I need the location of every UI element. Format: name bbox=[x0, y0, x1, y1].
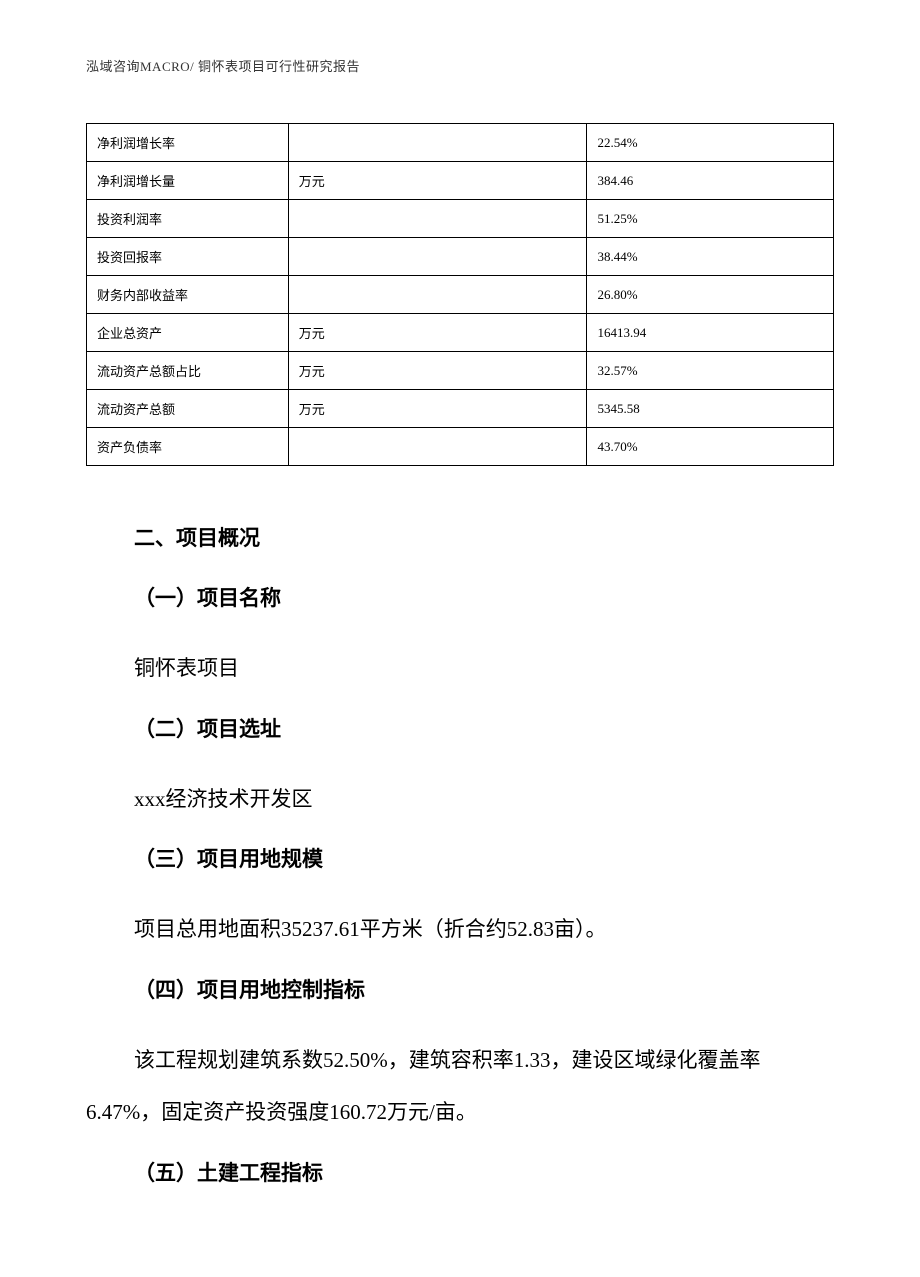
cell-value: 16413.94 bbox=[587, 314, 834, 352]
cell-value: 22.54% bbox=[587, 124, 834, 162]
table-row: 投资利润率 51.25% bbox=[87, 200, 834, 238]
table-row: 净利润增长率 22.54% bbox=[87, 124, 834, 162]
cell-label: 净利润增长率 bbox=[87, 124, 289, 162]
cell-unit bbox=[288, 238, 587, 276]
document-content: 二、项目概况 （一）项目名称 铜怀表项目 （二）项目选址 xxx经济技术开发区 … bbox=[86, 522, 834, 1187]
table-row: 资产负债率 43.70% bbox=[87, 428, 834, 466]
section-title: 二、项目概况 bbox=[134, 522, 834, 552]
table-row: 流动资产总额占比 万元 32.57% bbox=[87, 352, 834, 390]
subsection-title-2: （二）项目选址 bbox=[134, 713, 834, 743]
header-text: 泓域咨询MACRO/ 铜怀表项目可行性研究报告 bbox=[86, 59, 360, 74]
document-page: 泓域咨询MACRO/ 铜怀表项目可行性研究报告 净利润增长率 22.54% 净利… bbox=[0, 0, 920, 1277]
cell-unit: 万元 bbox=[288, 314, 587, 352]
cell-unit bbox=[288, 428, 587, 466]
cell-value: 32.57% bbox=[587, 352, 834, 390]
cell-unit: 万元 bbox=[288, 352, 587, 390]
subsection-title-5: （五）土建工程指标 bbox=[134, 1157, 834, 1187]
cell-unit bbox=[288, 124, 587, 162]
subsection-title-1: （一）项目名称 bbox=[134, 582, 834, 612]
cell-value: 51.25% bbox=[587, 200, 834, 238]
cell-label: 投资回报率 bbox=[87, 238, 289, 276]
cell-label: 投资利润率 bbox=[87, 200, 289, 238]
table-row: 投资回报率 38.44% bbox=[87, 238, 834, 276]
cell-unit: 万元 bbox=[288, 162, 587, 200]
cell-value: 43.70% bbox=[587, 428, 834, 466]
table-row: 流动资产总额 万元 5345.58 bbox=[87, 390, 834, 428]
subsection-title-3: （三）项目用地规模 bbox=[134, 843, 834, 873]
cell-label: 净利润增长量 bbox=[87, 162, 289, 200]
table-row: 企业总资产 万元 16413.94 bbox=[87, 314, 834, 352]
body-text-1: 铜怀表项目 bbox=[134, 642, 834, 695]
table-row: 净利润增长量 万元 384.46 bbox=[87, 162, 834, 200]
cell-unit: 万元 bbox=[288, 390, 587, 428]
cell-label: 流动资产总额 bbox=[87, 390, 289, 428]
cell-value: 38.44% bbox=[587, 238, 834, 276]
body-text-2: xxx经济技术开发区 bbox=[134, 773, 834, 826]
cell-value: 5345.58 bbox=[587, 390, 834, 428]
cell-value: 26.80% bbox=[587, 276, 834, 314]
cell-label: 流动资产总额占比 bbox=[87, 352, 289, 390]
table-row: 财务内部收益率 26.80% bbox=[87, 276, 834, 314]
table-body: 净利润增长率 22.54% 净利润增长量 万元 384.46 投资利润率 51.… bbox=[87, 124, 834, 466]
cell-unit bbox=[288, 276, 587, 314]
financial-table: 净利润增长率 22.54% 净利润增长量 万元 384.46 投资利润率 51.… bbox=[86, 123, 834, 466]
cell-label: 企业总资产 bbox=[87, 314, 289, 352]
page-header: 泓域咨询MACRO/ 铜怀表项目可行性研究报告 bbox=[86, 56, 834, 75]
cell-label: 资产负债率 bbox=[87, 428, 289, 466]
subsection-title-4: （四）项目用地控制指标 bbox=[134, 974, 834, 1004]
cell-value: 384.46 bbox=[587, 162, 834, 200]
cell-unit bbox=[288, 200, 587, 238]
body-text-4: 该工程规划建筑系数52.50%，建筑容积率1.33，建设区域绿化覆盖率6.47%… bbox=[86, 1034, 834, 1139]
body-text-3: 项目总用地面积35237.61平方米（折合约52.83亩）。 bbox=[134, 903, 834, 956]
cell-label: 财务内部收益率 bbox=[87, 276, 289, 314]
